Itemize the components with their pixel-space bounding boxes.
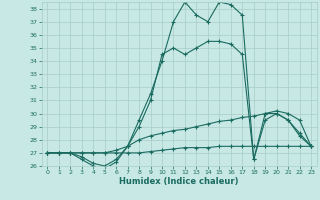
X-axis label: Humidex (Indice chaleur): Humidex (Indice chaleur) <box>119 177 239 186</box>
